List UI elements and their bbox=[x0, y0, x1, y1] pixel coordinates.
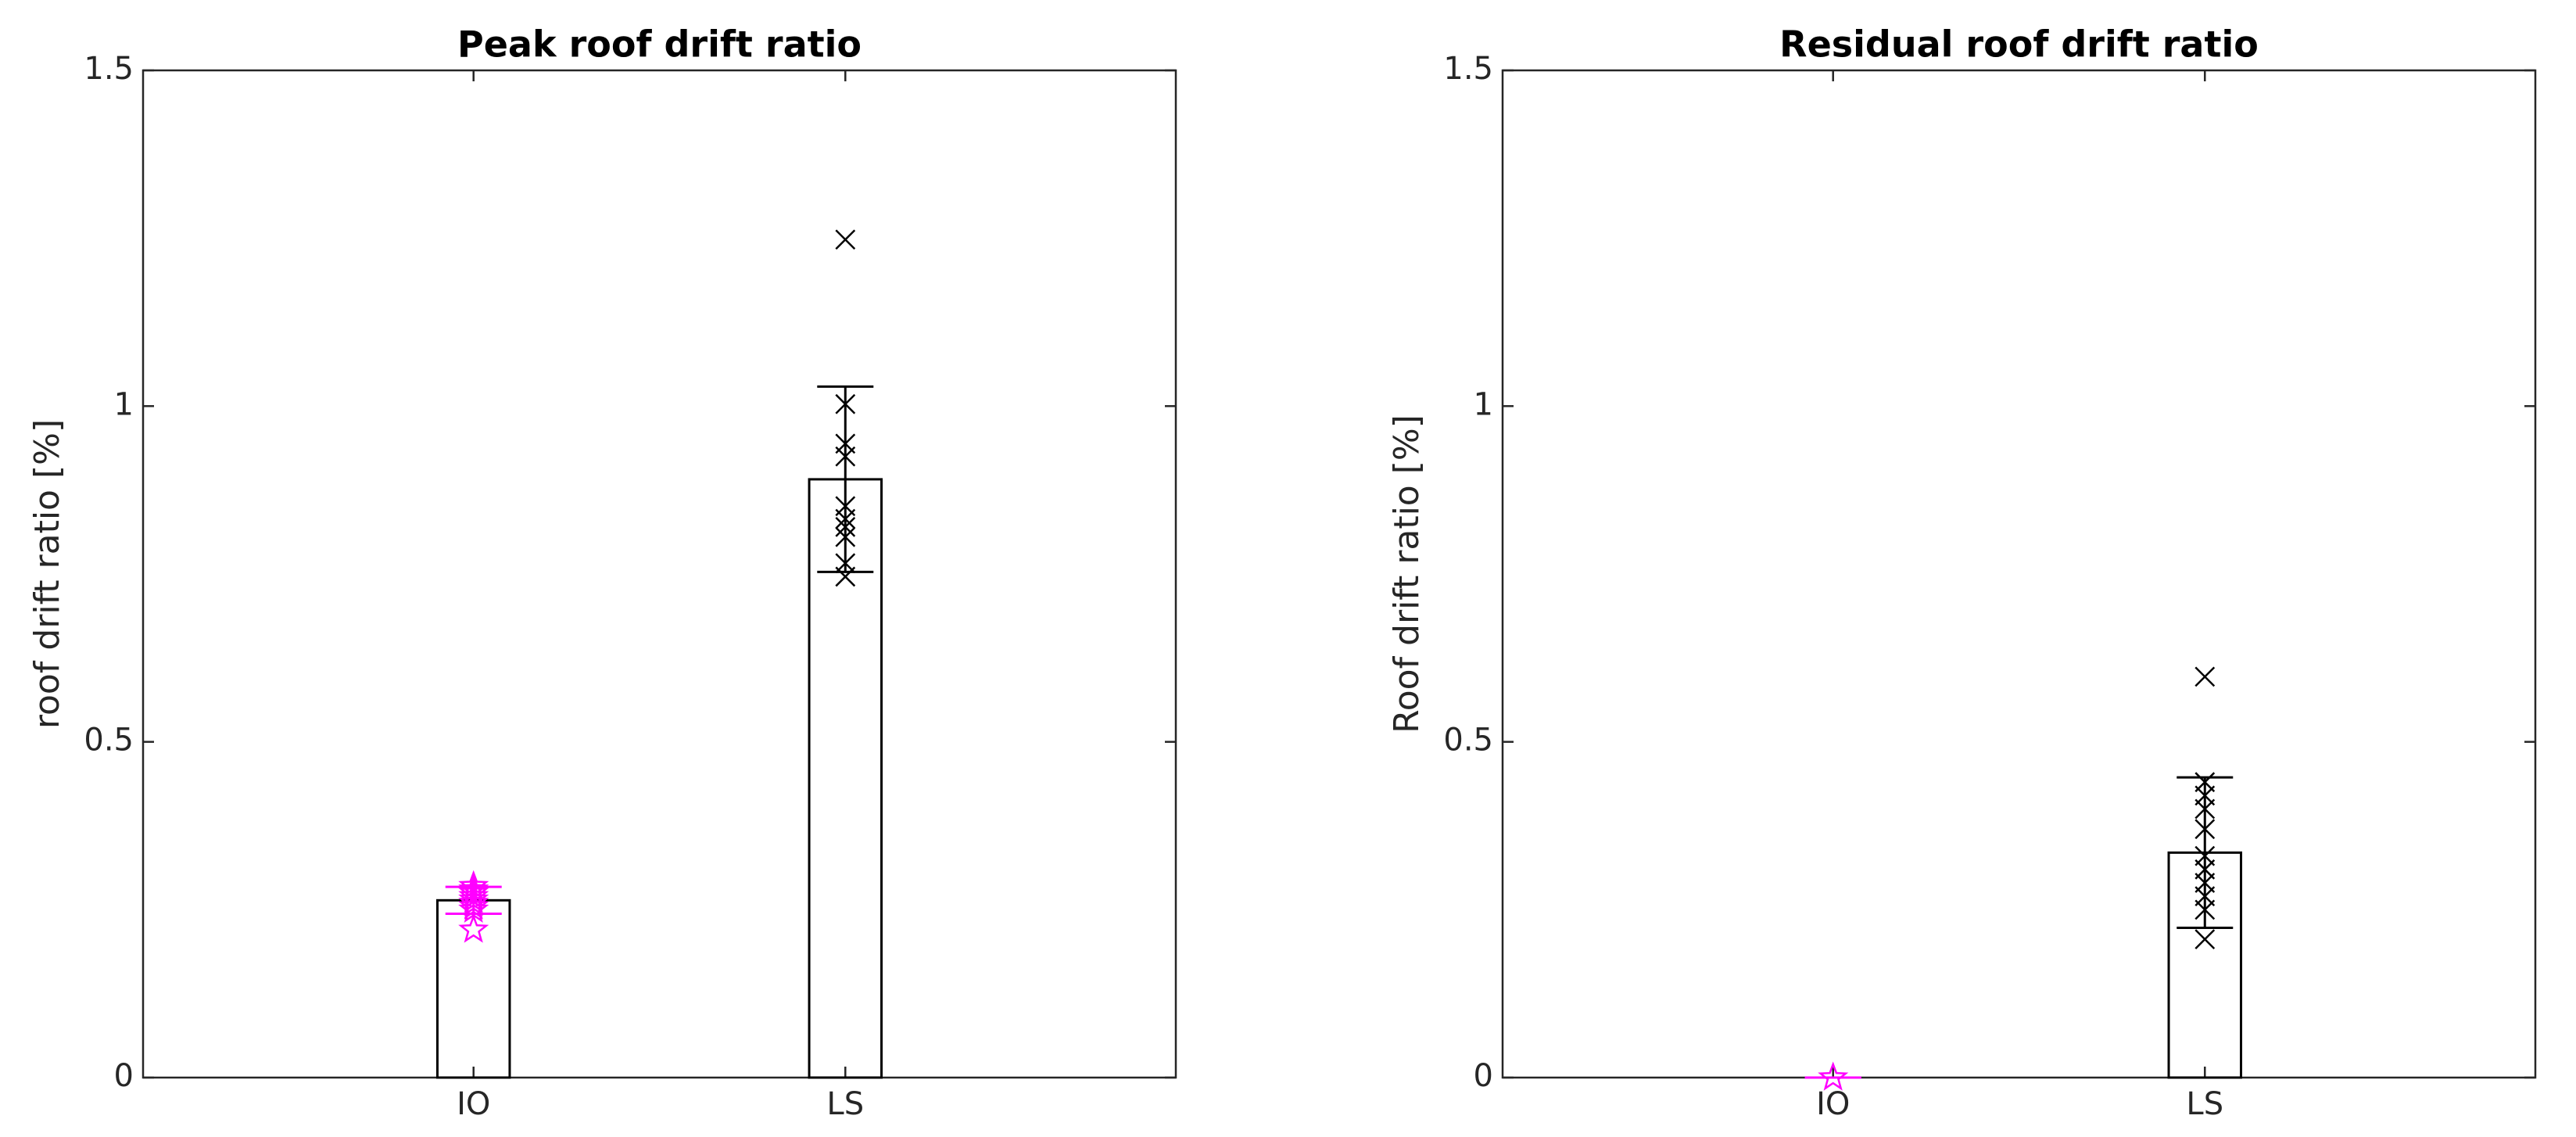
error-bar bbox=[2177, 776, 2234, 930]
x-tick-label: LS bbox=[826, 1086, 864, 1122]
point-stroke bbox=[2194, 929, 2216, 949]
point bbox=[2194, 819, 2216, 840]
y-tick-label: 0 bbox=[114, 1058, 134, 1094]
point bbox=[458, 887, 489, 916]
y-tick-label: 1.5 bbox=[84, 51, 134, 87]
point-stroke bbox=[835, 446, 856, 467]
point-stroke bbox=[835, 229, 856, 250]
x-tick-label: LS bbox=[2186, 1086, 2223, 1122]
point bbox=[2194, 666, 2216, 687]
point bbox=[2194, 899, 2216, 920]
point bbox=[458, 883, 489, 913]
point-stroke bbox=[835, 526, 856, 547]
point bbox=[835, 508, 856, 529]
axes-box bbox=[1501, 69, 2537, 1079]
point-stroke bbox=[2194, 666, 2216, 687]
point bbox=[458, 880, 489, 909]
x-tick-label: IO bbox=[457, 1086, 490, 1122]
point-stroke bbox=[835, 517, 856, 537]
point bbox=[458, 890, 489, 920]
point-stroke bbox=[2194, 819, 2216, 840]
point bbox=[835, 566, 856, 587]
y-axis-label: roof drift ratio [%] bbox=[27, 419, 67, 729]
chart-title: Peak roof drift ratio bbox=[457, 23, 862, 66]
y-tick-label: 0.5 bbox=[1443, 723, 1493, 759]
chart-title: Residual roof drift ratio bbox=[1779, 23, 2259, 66]
y-tick-label: 1.5 bbox=[1443, 51, 1493, 87]
y-axis-label: Roof drift ratio [%] bbox=[1387, 414, 1427, 733]
x-tick-label: IO bbox=[1816, 1086, 1850, 1122]
point bbox=[835, 229, 856, 250]
y-tick-label: 1 bbox=[1474, 386, 1493, 422]
point bbox=[835, 393, 856, 414]
point-stroke bbox=[835, 566, 856, 587]
point bbox=[835, 446, 856, 467]
axes-box bbox=[142, 69, 1177, 1079]
point-stroke bbox=[835, 508, 856, 529]
point bbox=[835, 517, 856, 537]
axes: Residual roof drift ratio Roof drift rati… bbox=[1387, 23, 2537, 1122]
point-stroke bbox=[835, 393, 856, 414]
y-tick-label: 1 bbox=[114, 386, 134, 422]
bar bbox=[435, 898, 511, 1079]
point bbox=[2194, 929, 2216, 949]
point bbox=[458, 913, 489, 943]
error-bar bbox=[817, 385, 874, 573]
point-stroke bbox=[2194, 899, 2216, 920]
point-stroke bbox=[2194, 798, 2216, 820]
axes: Peak roof drift ratio roof drift ratio [%… bbox=[27, 23, 1177, 1122]
point bbox=[2194, 798, 2216, 820]
point bbox=[1818, 1061, 1849, 1091]
y-tick-label: 0.5 bbox=[84, 723, 134, 759]
y-tick-label: 0 bbox=[1474, 1058, 1493, 1094]
point bbox=[835, 526, 856, 547]
